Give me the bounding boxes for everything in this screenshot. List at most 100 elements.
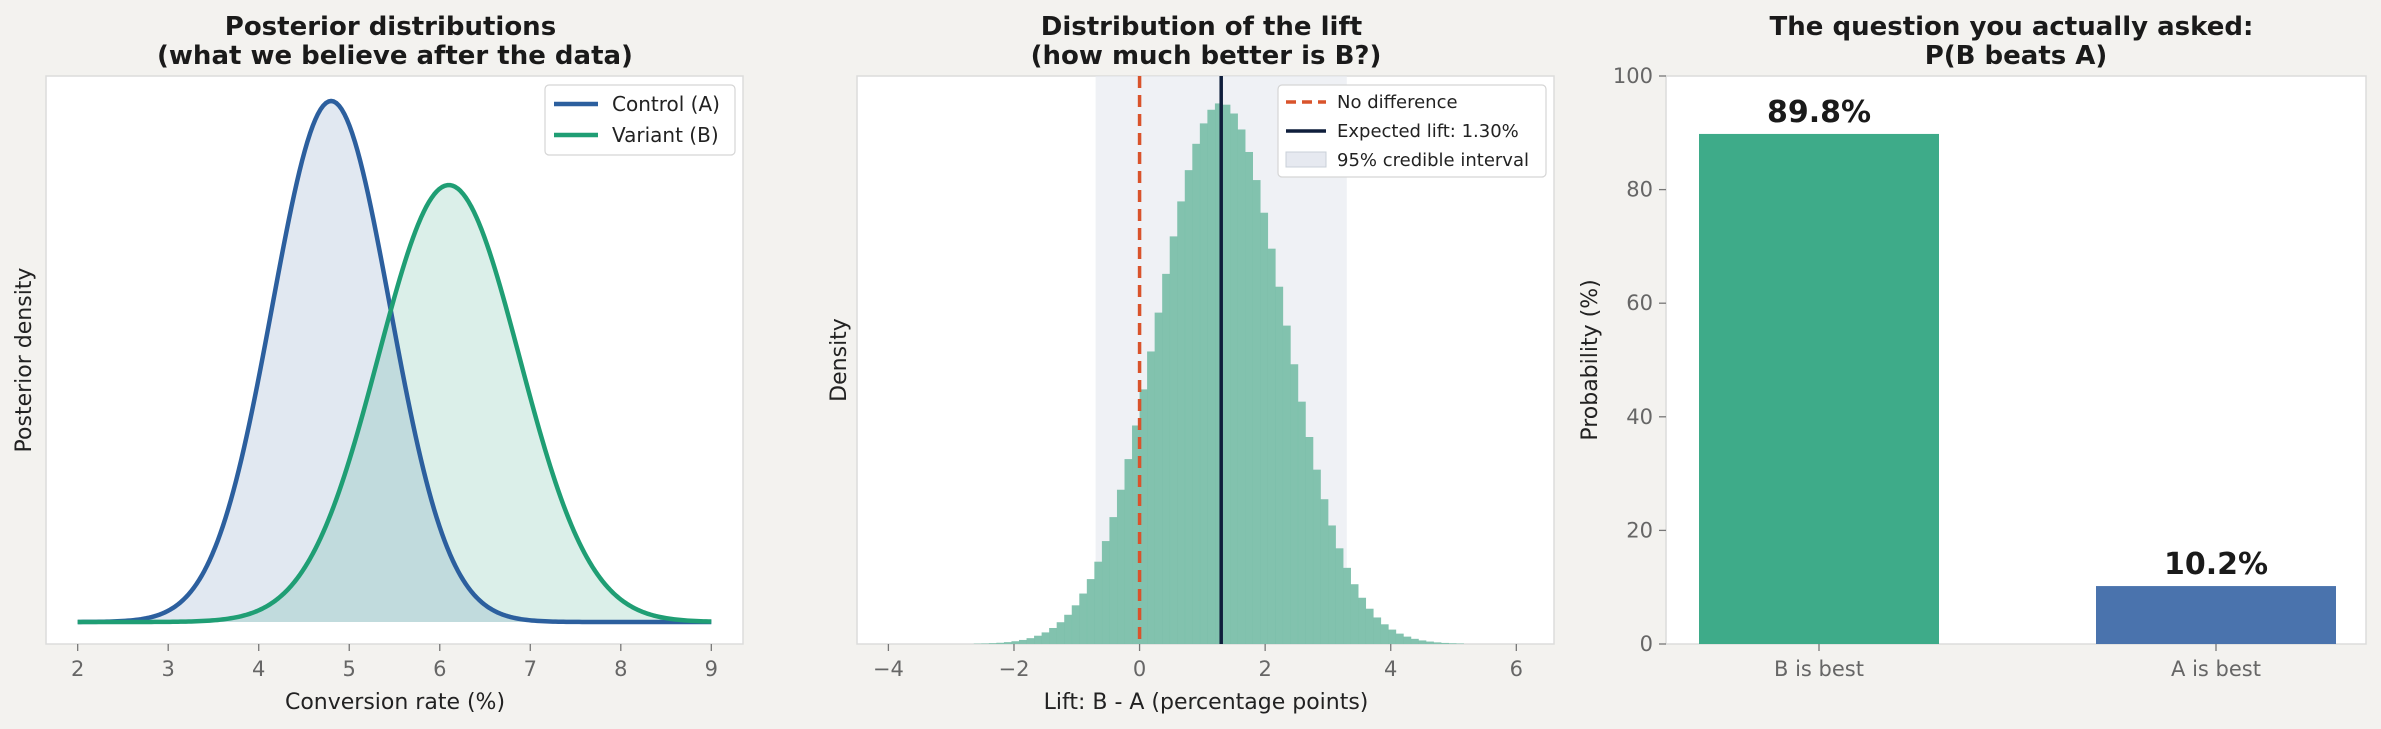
hist-bar [1026, 638, 1035, 644]
lift-legend: No difference Expected lift: 1.30% 95% c… [1277, 84, 1547, 178]
y-tick-label: 100 [1613, 64, 1653, 88]
y-tick-label: 0 [1640, 632, 1653, 656]
hist-bar [1124, 459, 1133, 644]
series-control-line [77, 98, 712, 625]
hist-bar [1260, 212, 1269, 644]
legend-variant-label: Variant (B) [612, 123, 719, 147]
posterior-title: Posterior distributions (what we believe… [157, 12, 633, 71]
hist-bar [1410, 638, 1419, 644]
hist-bar [1282, 325, 1291, 644]
hist-bar [1275, 286, 1284, 644]
hist-bar [1237, 129, 1246, 645]
posterior-xlabel: Conversion rate (%) [285, 690, 505, 715]
series-variant-line [77, 182, 712, 625]
hist-bar [1267, 248, 1276, 645]
legend-credible-interval-swatch [1285, 151, 1327, 168]
hist-bar [1199, 123, 1208, 644]
x-tick-label: 6 [1510, 657, 1523, 681]
hist-bar [1440, 642, 1449, 644]
hist-bar [1327, 525, 1336, 644]
lift-legend-box [1277, 84, 1547, 178]
series-variant-area [77, 185, 712, 622]
hist-bar [1229, 113, 1238, 644]
hist-bar [1320, 499, 1329, 644]
hist-bar [1079, 593, 1088, 644]
hist-bar [1184, 170, 1193, 644]
x-tick-label: 4 [252, 657, 265, 681]
x-tick-label: A is best [2171, 657, 2261, 681]
lift-xlabel: Lift: B - A (percentage points) [1044, 690, 1369, 715]
hist-bar [1177, 201, 1186, 644]
hist-bar [1403, 636, 1412, 644]
lift-panel: −4 −2 0 2 4 6 Distribution of the lift (how m… [827, 12, 1555, 715]
posterior-title-line2: (what we believe after the data) [157, 41, 633, 71]
hist-bar [1433, 642, 1442, 644]
hist-bar [988, 643, 997, 644]
x-tick-label: 2 [1258, 657, 1271, 681]
y-tick-label: 20 [1626, 518, 1653, 542]
hist-bar [1252, 180, 1261, 644]
hist-bar [1305, 437, 1314, 644]
hist-bar [1094, 561, 1103, 644]
bar-b-is-best [1699, 133, 1939, 644]
hist-bar [1425, 641, 1434, 644]
bar-a-is-best [2096, 586, 2336, 644]
hist-bar [1086, 579, 1095, 644]
hist-bar [1343, 567, 1351, 644]
hist-bar [1312, 469, 1321, 644]
hist-bar [1147, 351, 1156, 644]
lift-title: Distribution of the lift (how much bette… [1031, 12, 1382, 71]
hist-bar [1214, 103, 1223, 645]
probability-title: The question you actually asked: P(B bea… [1770, 12, 2263, 71]
x-tick-label: 4 [1384, 657, 1397, 681]
hist-bar [1109, 517, 1118, 644]
hist-bar [1064, 614, 1073, 644]
probability-panel: 89.8% B is best 10.2% A is best 0 20 40 60 80 10… [1578, 12, 2367, 681]
lift-title-line1: Distribution of the lift [1041, 12, 1362, 42]
hist-bar [1297, 401, 1306, 644]
hist-bar [1154, 312, 1163, 644]
posterior-plot-area [45, 75, 744, 645]
legend-no-difference-label: No difference [1337, 92, 1458, 113]
x-tick-label: 3 [162, 657, 175, 681]
hist-bar [1132, 425, 1140, 644]
x-tick-label: 5 [343, 657, 356, 681]
hist-bar [1071, 605, 1080, 644]
x-tick-label: 6 [433, 657, 446, 681]
y-tick-label: 60 [1626, 291, 1653, 315]
posterior-panel: 2 3 4 5 6 7 8 9 Posterior distributions (what w… [12, 12, 744, 715]
posterior-legend: Control (A) Variant (B) [544, 84, 736, 156]
hist-bar [1034, 635, 1043, 644]
x-tick-label: 0 [1133, 657, 1146, 681]
hist-bar [1373, 617, 1382, 644]
hist-bar [1350, 584, 1359, 644]
hist-bar [1448, 643, 1457, 644]
y-tick-label: 40 [1626, 405, 1653, 429]
lift-title-line2: (how much better is B?) [1031, 41, 1382, 71]
hist-bar [1169, 236, 1178, 644]
hist-bar [1335, 548, 1344, 644]
hist-bar [1388, 629, 1397, 644]
hist-bar [1019, 639, 1027, 644]
hist-bar [1245, 151, 1253, 645]
hist-bar [1418, 640, 1427, 644]
bar-label-a-is-best: 10.2% [2164, 547, 2268, 582]
hist-bar [1056, 622, 1065, 644]
hist-bar [1003, 642, 1012, 644]
legend-credible-interval-label: 95% credible interval [1337, 150, 1529, 171]
x-tick-label: −2 [998, 657, 1029, 681]
hist-bar [1116, 489, 1125, 644]
x-tick-label: 2 [71, 657, 84, 681]
posterior-title-line1: Posterior distributions [225, 12, 556, 42]
hist-bar [1365, 608, 1374, 644]
bar-label-b-is-best: 89.8% [1767, 95, 1871, 130]
hist-bar [1207, 109, 1216, 644]
x-tick-label: 7 [524, 657, 537, 681]
hist-bar [1290, 364, 1299, 644]
hist-bar [1395, 633, 1404, 644]
legend-expected-lift-label: Expected lift: 1.30% [1337, 121, 1519, 142]
x-tick-label: 9 [705, 657, 718, 681]
hist-bar [1380, 624, 1389, 644]
hist-bar [1192, 143, 1201, 644]
